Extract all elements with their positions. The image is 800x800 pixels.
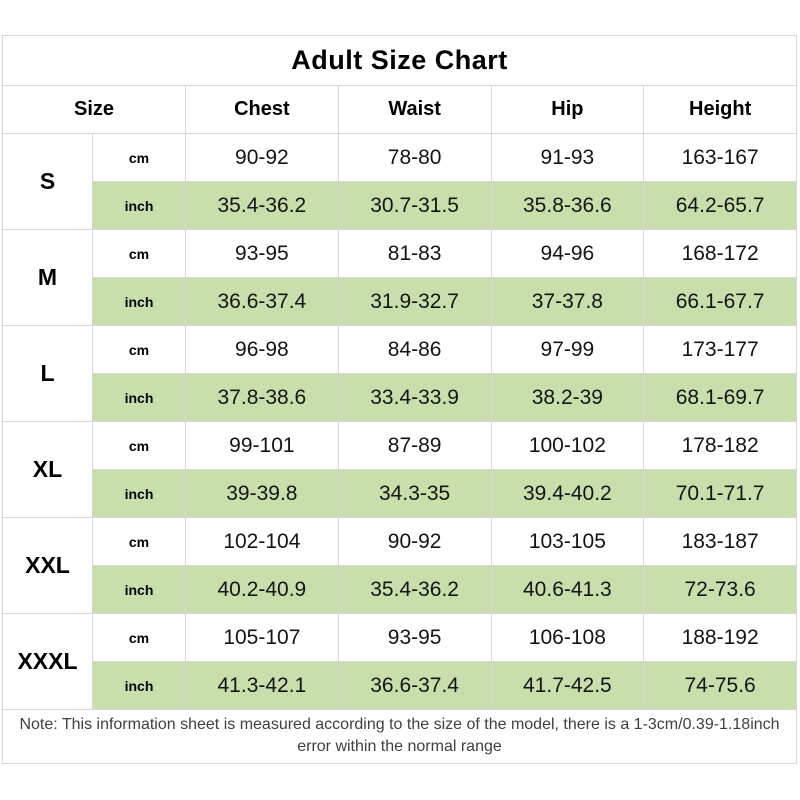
- table-row-l-cm: L cm 96-98 84-86 97-99 173-177: [2, 325, 797, 422]
- cell-l-cm-height: 173-177: [643, 325, 797, 374]
- cell-l-cm-hip: 97-99: [490, 325, 645, 374]
- cell-s-cm-waist: 78-80: [337, 133, 492, 182]
- cell-s-cm-hip: 91-93: [490, 133, 645, 182]
- cell-xl-inch-chest: 39-39.8: [185, 469, 339, 518]
- cell-xxxl-cm-height: 188-192: [643, 613, 797, 662]
- cell-xxl-cm-chest: 102-104: [185, 517, 339, 566]
- unit-label-cm: cm: [92, 517, 186, 566]
- cell-l-inch-chest: 37.8-38.6: [185, 373, 339, 422]
- cell-xl-cm-hip: 100-102: [490, 421, 645, 470]
- cell-m-inch-hip: 37-37.8: [490, 277, 645, 326]
- cell-xxl-inch-height: 72-73.6: [643, 565, 797, 614]
- size-label-s: S: [2, 133, 93, 230]
- cell-m-cm-hip: 94-96: [490, 229, 645, 278]
- unit-label-cm: cm: [92, 229, 186, 278]
- table-row-xxl-inch: inch 40.2-40.9 35.4-36.2 40.6-41.3 72-73…: [3, 565, 797, 614]
- page-title: Adult Size Chart: [2, 35, 797, 86]
- table-row-m-cm: M cm 93-95 81-83 94-96 168-172: [2, 229, 797, 326]
- cell-xxxl-cm-chest: 105-107: [185, 613, 339, 662]
- cell-xl-cm-height: 178-182: [643, 421, 797, 470]
- cell-s-cm-height: 163-167: [643, 133, 797, 182]
- cell-l-cm-waist: 84-86: [337, 325, 492, 374]
- cell-xxl-inch-hip: 40.6-41.3: [490, 565, 645, 614]
- cell-xxl-cm-hip: 103-105: [490, 517, 645, 566]
- title-row: Adult Size Chart: [2, 35, 797, 86]
- column-header-chest: Chest: [185, 85, 339, 134]
- cell-xxl-cm-waist: 90-92: [337, 517, 492, 566]
- unit-label-cm: cm: [92, 325, 186, 374]
- size-chart-table: Adult Size Chart Size Chest Waist Hip He…: [2, 35, 797, 710]
- unit-label-inch: inch: [92, 661, 186, 710]
- cell-xl-inch-hip: 39.4-40.2: [490, 469, 645, 518]
- cell-l-inch-hip: 38.2-39: [490, 373, 645, 422]
- cell-m-inch-waist: 31.9-32.7: [337, 277, 492, 326]
- cell-s-inch-waist: 30.7-31.5: [337, 181, 492, 230]
- cell-xxxl-cm-waist: 93-95: [337, 613, 492, 662]
- unit-label-cm: cm: [92, 133, 186, 182]
- unit-label-cm: cm: [92, 421, 186, 470]
- cell-xxl-inch-chest: 40.2-40.9: [185, 565, 339, 614]
- table-row-s-cm: S cm 90-92 78-80 91-93 163-167: [2, 133, 797, 230]
- size-label-l: L: [2, 325, 93, 422]
- cell-xxxl-inch-chest: 41.3-42.1: [185, 661, 339, 710]
- unit-label-cm: cm: [92, 613, 186, 662]
- size-label-xxxl: XXXL: [2, 613, 93, 710]
- cell-xxxl-cm-hip: 106-108: [490, 613, 645, 662]
- table-row-xl-cm: XL cm 99-101 87-89 100-102 178-182: [2, 421, 797, 518]
- size-label-xl: XL: [2, 421, 93, 518]
- column-header-hip: Hip: [490, 85, 645, 134]
- unit-label-inch: inch: [92, 277, 186, 326]
- table-row-xxxl-inch: inch 41.3-42.1 36.6-37.4 41.7-42.5 74-75…: [3, 661, 797, 710]
- size-label-m: M: [2, 229, 93, 326]
- column-header-size: Size: [2, 85, 186, 134]
- cell-xxxl-inch-waist: 36.6-37.4: [337, 661, 492, 710]
- cell-m-cm-waist: 81-83: [337, 229, 492, 278]
- unit-label-inch: inch: [92, 469, 186, 518]
- cell-xl-inch-waist: 34.3-35: [337, 469, 492, 518]
- cell-s-inch-height: 64.2-65.7: [643, 181, 797, 230]
- table-row-l-inch: inch 37.8-38.6 33.4-33.9 38.2-39 68.1-69…: [3, 373, 797, 422]
- column-header-waist: Waist: [337, 85, 492, 134]
- cell-l-inch-waist: 33.4-33.9: [337, 373, 492, 422]
- note-text: Note: This information sheet is measured…: [2, 709, 797, 764]
- column-header-height: Height: [643, 85, 797, 134]
- table-row-xxxl-cm: XXXL cm 105-107 93-95 106-108 188-192: [2, 613, 797, 710]
- cell-xxxl-inch-hip: 41.7-42.5: [490, 661, 645, 710]
- header-row: Size Chest Waist Hip Height: [2, 85, 797, 134]
- cell-xl-inch-height: 70.1-71.7: [643, 469, 797, 518]
- cell-s-inch-chest: 35.4-36.2: [185, 181, 339, 230]
- cell-xl-cm-waist: 87-89: [337, 421, 492, 470]
- unit-label-inch: inch: [92, 565, 186, 614]
- cell-xxl-inch-waist: 35.4-36.2: [337, 565, 492, 614]
- cell-m-inch-chest: 36.6-37.4: [185, 277, 339, 326]
- cell-m-cm-height: 168-172: [643, 229, 797, 278]
- cell-s-cm-chest: 90-92: [185, 133, 339, 182]
- unit-label-inch: inch: [92, 181, 186, 230]
- cell-s-inch-hip: 35.8-36.6: [490, 181, 645, 230]
- table-row-xl-inch: inch 39-39.8 34.3-35 39.4-40.2 70.1-71.7: [3, 469, 797, 518]
- table-row-m-inch: inch 36.6-37.4 31.9-32.7 37-37.8 66.1-67…: [3, 277, 797, 326]
- cell-l-inch-height: 68.1-69.7: [643, 373, 797, 422]
- cell-xxxl-inch-height: 74-75.6: [643, 661, 797, 710]
- size-chart-sheet: Adult Size Chart Size Chest Waist Hip He…: [2, 35, 797, 764]
- cell-m-inch-height: 66.1-67.7: [643, 277, 797, 326]
- size-label-xxl: XXL: [2, 517, 93, 614]
- table-row-xxl-cm: XXL cm 102-104 90-92 103-105 183-187: [2, 517, 797, 614]
- cell-m-cm-chest: 93-95: [185, 229, 339, 278]
- table-row-s-inch: inch 35.4-36.2 30.7-31.5 35.8-36.6 64.2-…: [3, 181, 797, 230]
- cell-l-cm-chest: 96-98: [185, 325, 339, 374]
- unit-label-inch: inch: [92, 373, 186, 422]
- cell-xxl-cm-height: 183-187: [643, 517, 797, 566]
- cell-xl-cm-chest: 99-101: [185, 421, 339, 470]
